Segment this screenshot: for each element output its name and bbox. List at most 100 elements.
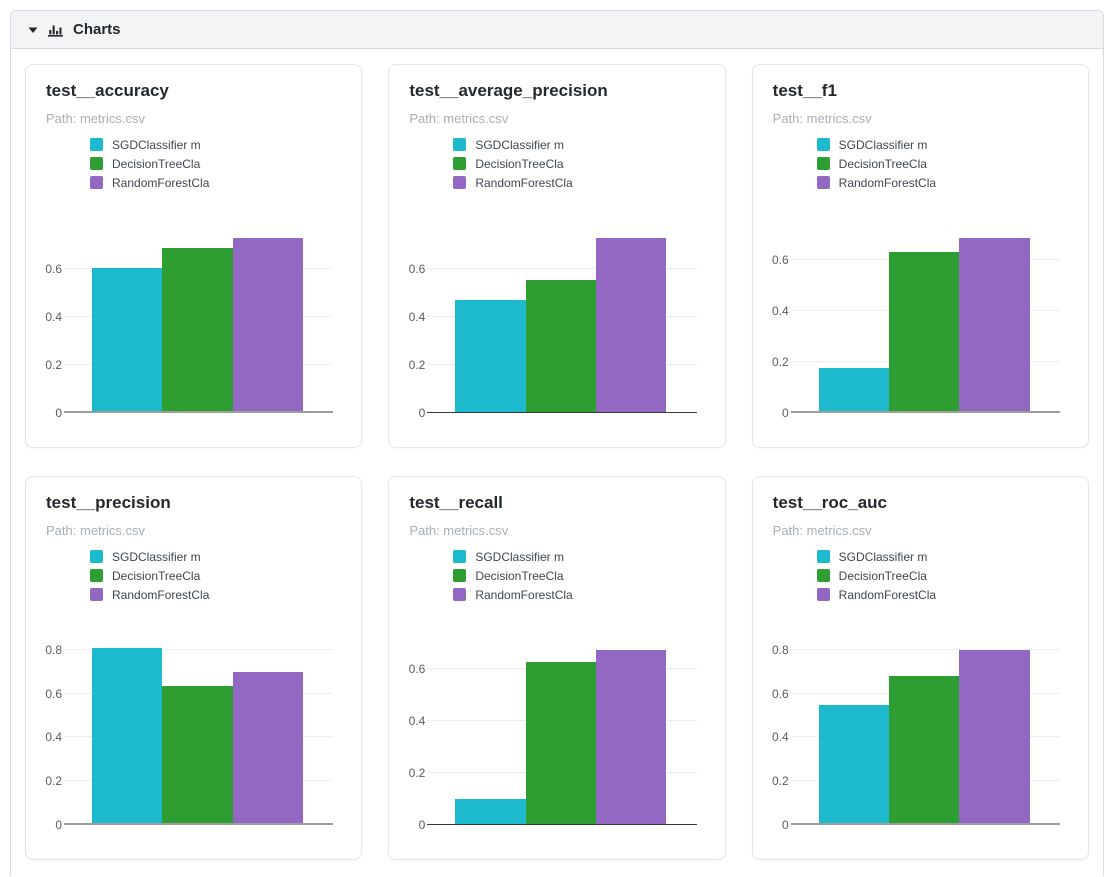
bar-sgdclassifier-m <box>455 799 526 824</box>
legend-label: RandomForestCla <box>475 175 573 190</box>
legend-item: DecisionTreeCla <box>453 154 704 173</box>
legend-item: DecisionTreeCla <box>816 566 1068 585</box>
legend-item: DecisionTreeCla <box>90 154 341 173</box>
chart-title: test__accuracy <box>46 81 169 100</box>
bar-decisiontreecla <box>525 280 596 412</box>
y-tick-label: 0.6 <box>45 686 62 701</box>
y-tick-label: 0 <box>55 406 62 420</box>
chart-legend: SGDClassifier m DecisionTreeCla RandomFore… <box>90 135 341 192</box>
charts-section-header[interactable]: Charts <box>11 11 1103 49</box>
legend-label: DecisionTreeCla <box>112 568 201 583</box>
legend-item: SGDClassifier m <box>90 135 341 154</box>
section-title: Charts <box>73 21 121 38</box>
legend-label: DecisionTreeCla <box>112 156 201 171</box>
bar-randomforestcla <box>232 672 303 823</box>
legend-label: DecisionTreeCla <box>475 156 564 171</box>
legend-item: SGDClassifier m <box>453 547 704 566</box>
bar-chart: 0 0.2 0.4 0.6 <box>403 216 697 419</box>
y-axis-ticks: 0 0.2 0.4 0.6 <box>403 216 427 419</box>
legend-color-swatch <box>90 569 103 582</box>
legend-color-swatch <box>453 157 467 170</box>
x-axis-line <box>790 823 1060 825</box>
y-tick-label: 0.2 <box>45 357 62 372</box>
bar-sgdclassifier-m <box>455 300 526 412</box>
bar-sgdclassifier-m <box>92 648 163 823</box>
legend-label: RandomForestCla <box>838 175 937 190</box>
legend-color-swatch <box>90 176 103 189</box>
chart-legend: SGDClassifier m DecisionTreeCla RandomFore… <box>453 547 704 604</box>
legend-label: RandomForestCla <box>112 175 210 190</box>
x-axis-line <box>427 824 697 825</box>
y-tick-label: 0.4 <box>45 309 62 324</box>
chart-card: test__recall Path: metrics.csv SGDClassi… <box>388 476 726 860</box>
chart-card: test__roc_auc Path: metrics.csv SGDClass… <box>751 476 1089 860</box>
y-tick-label: 0 <box>418 406 426 420</box>
legend-label: DecisionTreeCla <box>475 568 564 583</box>
legend-item: RandomForestCla <box>816 173 1068 192</box>
chart-title: test__precision <box>46 493 171 512</box>
y-tick-label: 0.6 <box>408 662 426 677</box>
x-axis-line <box>64 823 334 825</box>
bar-decisiontreecla <box>162 248 233 411</box>
legend-color-swatch <box>90 157 103 170</box>
legend-item: SGDClassifier m <box>453 135 704 154</box>
plot-area <box>64 628 334 825</box>
y-axis-ticks: 0 0.2 0.4 0.6 <box>767 216 791 420</box>
legend-item: RandomForestCla <box>90 585 341 604</box>
legend-item: DecisionTreeCla <box>90 566 341 585</box>
bar-sgdclassifier-m <box>92 268 163 411</box>
legend-color-swatch <box>816 569 830 582</box>
chart-legend: SGDClassifier m DecisionTreeCla RandomFore… <box>816 547 1068 604</box>
bar-sgdclassifier-m <box>818 705 889 823</box>
bar-chart: 0 0.2 0.4 0.6 <box>40 216 334 419</box>
legend-color-swatch <box>90 550 103 563</box>
legend-label: SGDClassifier m <box>838 549 928 564</box>
collapse-chevron-icon[interactable] <box>28 25 38 35</box>
y-tick-label: 0.2 <box>408 766 426 781</box>
legend-label: SGDClassifier m <box>112 137 201 152</box>
legend-item: SGDClassifier m <box>816 135 1068 154</box>
legend-color-swatch <box>453 569 467 582</box>
legend-color-swatch <box>816 176 830 189</box>
y-tick-label: 0.4 <box>408 309 426 324</box>
legend-color-swatch <box>90 138 103 151</box>
y-tick-label: 0.2 <box>45 774 62 789</box>
y-axis-ticks: 0 0.2 0.4 0.6 0.8 <box>767 628 791 831</box>
legend-label: RandomForestCla <box>838 587 937 602</box>
y-tick-label: 0.6 <box>408 261 426 276</box>
chart-path: Path: metrics.csv <box>46 111 145 126</box>
chart-path: Path: metrics.csv <box>409 523 509 538</box>
plot-area <box>64 216 334 413</box>
legend-color-swatch <box>453 176 467 189</box>
x-axis-line <box>427 412 697 413</box>
gridline <box>64 648 334 650</box>
y-tick-label: 0.4 <box>45 730 62 745</box>
legend-item: RandomForestCla <box>90 173 341 192</box>
chart-title: test__average_precision <box>409 81 608 100</box>
chart-path: Path: metrics.csv <box>46 523 145 538</box>
y-tick-label: 0 <box>781 818 789 832</box>
y-tick-label: 0.4 <box>408 714 426 729</box>
chart-legend: SGDClassifier m DecisionTreeCla RandomFore… <box>90 547 341 604</box>
legend-color-swatch <box>453 138 467 151</box>
gridline <box>790 648 1060 650</box>
bar-randomforestcla <box>232 238 303 411</box>
legend-label: DecisionTreeCla <box>838 568 927 583</box>
y-tick-label: 0.2 <box>408 357 426 372</box>
bar-randomforestcla <box>959 650 1030 823</box>
legend-item: RandomForestCla <box>816 585 1068 604</box>
legend-label: SGDClassifier m <box>475 137 565 152</box>
chart-legend: SGDClassifier m DecisionTreeCla RandomFore… <box>453 135 704 192</box>
legend-color-swatch <box>453 550 467 563</box>
y-tick-label: 0.2 <box>771 354 789 369</box>
x-axis-line <box>790 411 1060 413</box>
y-tick-label: 0.4 <box>771 303 789 318</box>
y-tick-label: 0.8 <box>45 642 62 657</box>
plot-area <box>427 216 697 413</box>
chart-path: Path: metrics.csv <box>772 523 872 538</box>
legend-color-swatch <box>816 138 830 151</box>
chart-title: test__recall <box>409 493 503 512</box>
legend-label: DecisionTreeCla <box>838 156 927 171</box>
y-axis-ticks: 0 0.2 0.4 0.6 0.8 <box>40 628 64 831</box>
bar-randomforestcla <box>959 238 1030 411</box>
